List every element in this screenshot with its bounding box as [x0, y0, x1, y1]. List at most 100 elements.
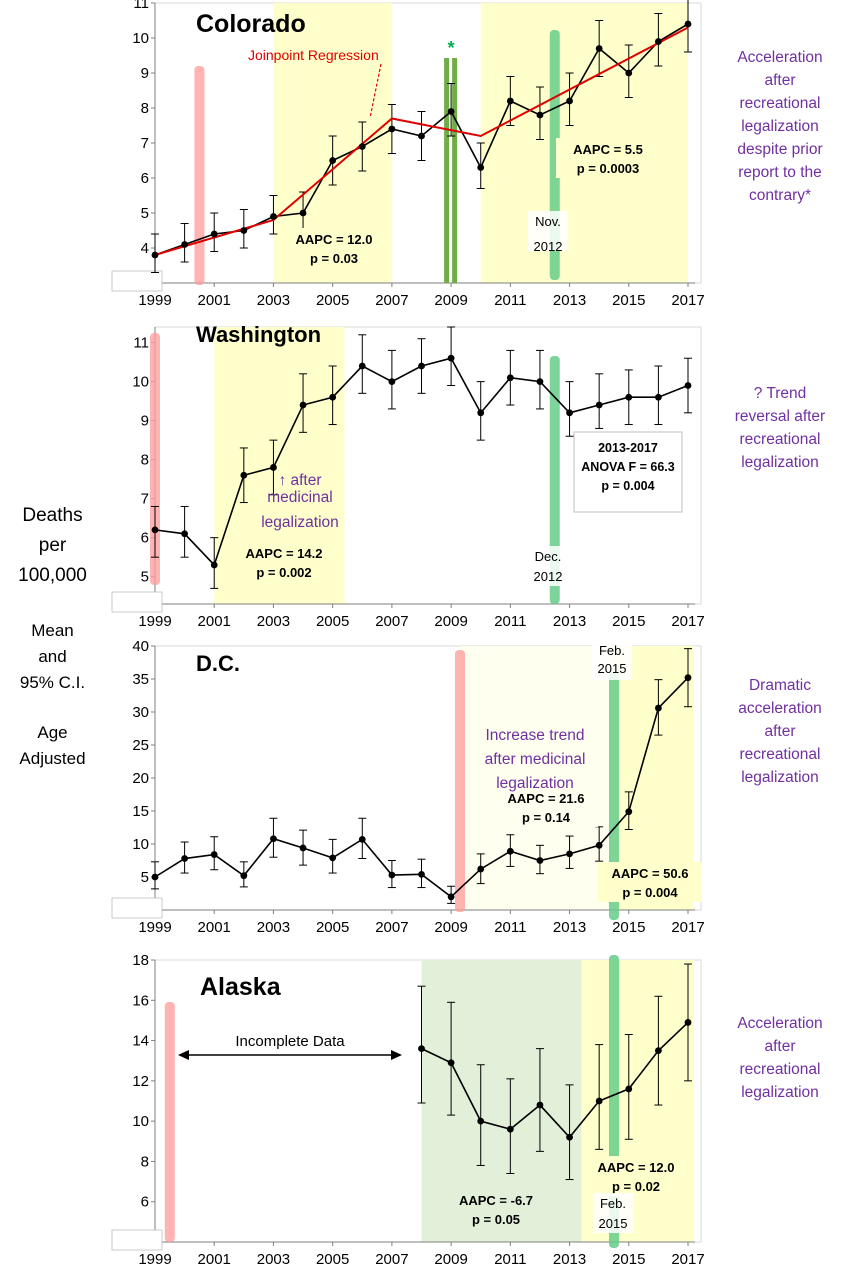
washington-note: ? Trend reversal after recreational lega… — [712, 382, 848, 474]
alaska-note-line: after — [764, 1038, 796, 1055]
data-point — [595, 45, 603, 52]
y-axis-label-deaths: Deaths — [22, 505, 83, 526]
data-point — [684, 674, 692, 682]
y-tick-label: 5 — [141, 569, 149, 586]
axis-origin-tab — [111, 897, 163, 919]
marker-date-bg — [593, 1193, 633, 1233]
arrowhead-right — [391, 1050, 402, 1060]
inline-note-line: medicinal — [267, 489, 332, 506]
y-tick-label: 5 — [141, 869, 149, 886]
y-tick-label: 10 — [132, 374, 149, 391]
aapc-label-bg — [282, 228, 386, 268]
washington-note-line: ? Trend — [753, 385, 807, 402]
dc-note-line: recreational — [739, 746, 821, 763]
x-tick-label: 2013 — [553, 919, 586, 936]
aapc-label: AAPC = 12.0 — [598, 1160, 675, 1175]
y-axis-label-rate: 100,000 — [18, 565, 87, 586]
y-tick-label: 10 — [132, 836, 149, 853]
colorado-note-line: contrary* — [748, 187, 812, 204]
data-point — [418, 362, 425, 370]
dc-note-line: acceleration — [738, 700, 822, 717]
data-point — [151, 873, 159, 881]
y-tick-label: 7 — [141, 491, 149, 508]
data-point — [625, 1085, 633, 1093]
anova-box — [573, 431, 683, 513]
x-tick-label: 2007 — [375, 919, 408, 936]
data-point — [566, 850, 573, 858]
x-tick-label: 2005 — [316, 613, 349, 630]
anova-label: p = 0.004 — [601, 479, 654, 493]
colorado-note-line: recreational — [739, 95, 821, 112]
data-point — [566, 97, 573, 105]
y-tick-label: 40 — [132, 638, 149, 655]
x-tick-label: 2007 — [375, 292, 408, 309]
dc-panel: 0510152025303540199920012003200520072009… — [111, 638, 705, 936]
data-point — [270, 835, 277, 843]
x-tick-label: 2017 — [671, 1251, 704, 1268]
asterisk-marker-bar — [452, 58, 458, 283]
data-point — [595, 1097, 603, 1105]
washington-panel: 5 6 7 8 9 10 11 1999 2001 2003 2005 2007 2009 2011 201… — [111, 322, 705, 630]
data-point — [506, 847, 514, 855]
data-point — [566, 409, 573, 417]
data-point — [625, 393, 633, 401]
x-tick-label: 2001 — [198, 919, 231, 936]
medicinal-legalization-marker — [194, 66, 205, 285]
x-tick-label: 2001 — [198, 292, 231, 309]
data-point — [447, 108, 455, 115]
p-value-label: p = 0.004 — [622, 885, 678, 900]
data-point — [684, 20, 692, 28]
y-tick-label: 8 — [141, 100, 149, 117]
y-tick-label: 30 — [132, 704, 149, 721]
data-point — [358, 835, 366, 843]
data-point — [151, 526, 159, 534]
x-tick-label: 2013 — [553, 1251, 586, 1268]
medicinal-legalization-marker — [150, 333, 160, 585]
joinpoint-regression-line — [154, 26, 689, 256]
p-value-label: p = 0.002 — [256, 565, 311, 580]
data-point — [210, 230, 218, 238]
data-point — [358, 143, 366, 150]
y-tick-label: 18 — [132, 952, 149, 969]
data-point — [181, 530, 189, 538]
aapc-label: AAPC = -6.7 — [459, 1193, 533, 1208]
aapc-label-bg — [584, 1156, 688, 1196]
data-point — [329, 393, 337, 401]
x-tick-label: 2009 — [434, 1251, 467, 1268]
p-value-label: p = 0.03 — [310, 251, 358, 266]
y-tick-label: 11 — [133, 335, 149, 352]
data-point — [536, 1101, 544, 1109]
data-point — [299, 401, 307, 409]
medicinal-legalization-marker — [164, 1002, 175, 1242]
dc-note-line: legalization — [741, 769, 819, 786]
inline-note-line: Increase trend — [485, 727, 584, 744]
inline-note-line: ↑ after — [278, 472, 321, 489]
data-point — [506, 1125, 514, 1133]
x-tick-label: 2003 — [257, 292, 290, 309]
x-tick-label: 2011 — [494, 1251, 526, 1268]
y-tick-label: 11 — [133, 0, 149, 12]
aapc-label: AAPC = 12.0 — [296, 232, 373, 247]
data-point — [447, 354, 455, 362]
y-tick-label: 10 — [132, 1113, 149, 1130]
y-tick-label: 5 — [141, 205, 149, 222]
aapc-label-bg — [232, 542, 336, 582]
x-tick-label: 1999 — [138, 292, 171, 309]
x-tick-label: 2011 — [494, 613, 526, 630]
data-point — [270, 464, 277, 471]
data-point — [270, 213, 277, 220]
alaska-note-line: legalization — [741, 1084, 819, 1101]
x-tick-label: 2015 — [612, 292, 645, 309]
x-tick-label: 2009 — [434, 613, 467, 630]
y-tick-label: 16 — [132, 992, 149, 1009]
p-value-label: p = 0.05 — [472, 1212, 520, 1227]
aapc-label-bg — [444, 1189, 548, 1229]
data-point — [240, 471, 248, 479]
asterisk-label: * — [448, 38, 455, 58]
data-point — [388, 125, 396, 133]
x-tick-label: 2013 — [553, 613, 586, 630]
data-point — [536, 111, 544, 119]
data-point — [299, 844, 307, 852]
x-tick-label: 2015 — [612, 613, 645, 630]
washington-note-line: reversal after — [734, 408, 826, 425]
